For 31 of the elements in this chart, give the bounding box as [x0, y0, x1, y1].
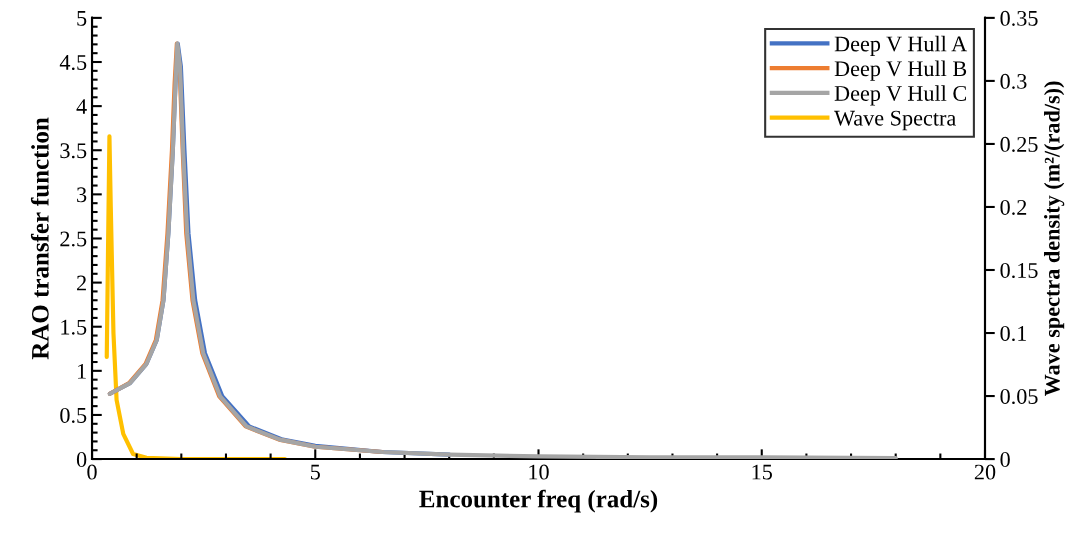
y2-tick-label: 0.05: [1000, 388, 1038, 405]
x-tick-label: 15: [752, 464, 772, 480]
y-tick-label: 4.5: [59, 55, 87, 71]
x-tick-label: 0: [87, 464, 97, 480]
y2-tick-label: 0.15: [1000, 262, 1038, 279]
y-axis-title: RAO transfer function: [30, 117, 49, 360]
legend-label: Deep V Hull A: [834, 35, 968, 56]
x-axis-title: Encounter freq (rad/s): [419, 489, 658, 513]
y2-tick-label: 0.3: [1000, 73, 1027, 89]
y-tick-label: 2: [77, 275, 86, 291]
y-tick-label: 3: [77, 187, 87, 203]
y2-tick-label: 0.2: [1000, 199, 1027, 215]
x-tick-label: 10: [529, 464, 549, 480]
x-tick-label: 20: [974, 464, 996, 480]
legend-label: Deep V Hull C: [834, 85, 966, 106]
y2-tick-label: 0.25: [1000, 136, 1038, 152]
y2-tick-label: 0.1: [1000, 325, 1027, 342]
x-tick-label: 5: [311, 464, 320, 480]
y2-axis-title: Wave spectra density (m²/(rad/s)): [1044, 81, 1065, 397]
y-tick-label: 5: [77, 11, 87, 26]
y-tick-label: 2.5: [60, 231, 87, 247]
y-tick-label: 4: [76, 99, 87, 114]
legend-label: Wave Spectra: [834, 110, 956, 131]
y-tick-label: 1: [78, 363, 86, 379]
y2-tick-label: 0: [1000, 452, 1010, 467]
y2-tick-label: 0.35: [1000, 10, 1038, 26]
y-tick-label: 0: [76, 452, 87, 467]
y-tick-label: 3.5: [60, 143, 87, 159]
y-tick-label: 1.5: [61, 319, 87, 335]
legend-label: Deep V Hull B: [834, 60, 967, 81]
y-tick-label: 0.5: [60, 407, 87, 423]
